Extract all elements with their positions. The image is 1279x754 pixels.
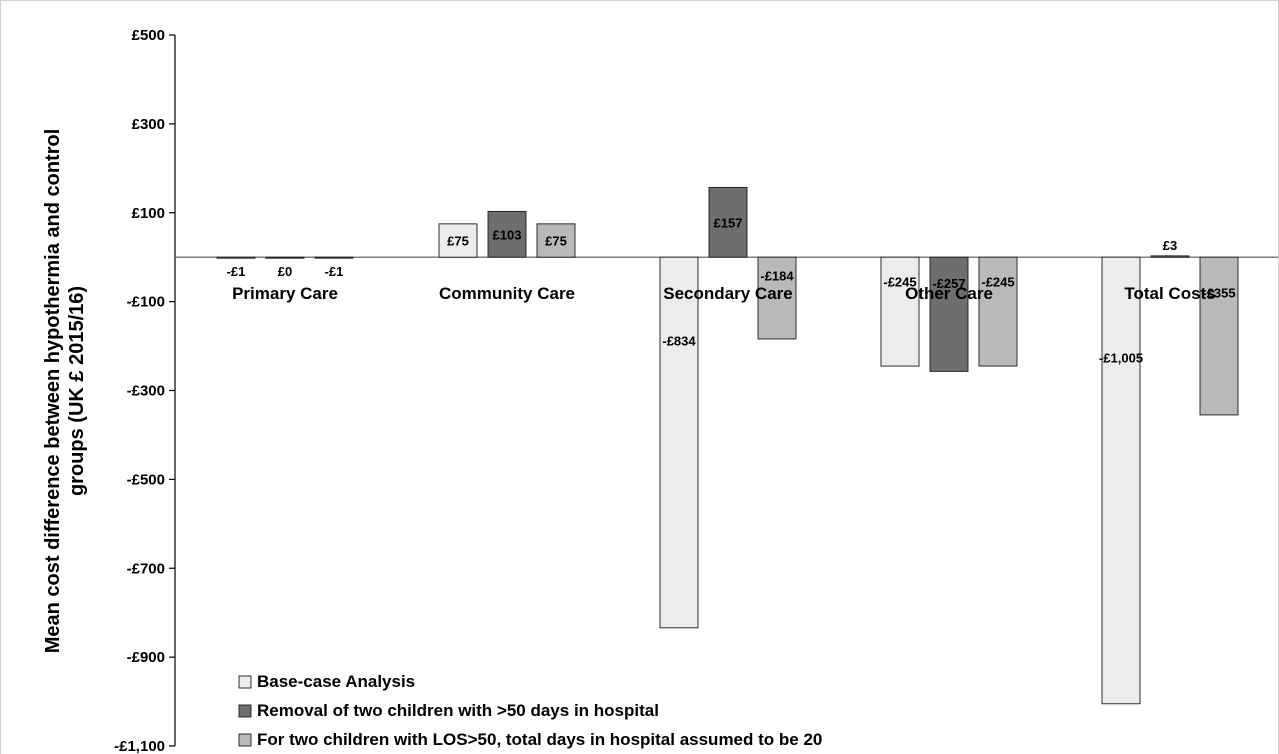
bar xyxy=(1150,255,1190,258)
bar xyxy=(265,256,305,259)
y-tick-label: -£300 xyxy=(127,383,165,400)
bar xyxy=(708,186,748,258)
bar xyxy=(659,256,699,629)
bars xyxy=(216,186,1239,705)
y-tick-label: £300 xyxy=(132,116,165,133)
category-label: Primary Care xyxy=(232,284,338,303)
legend-swatch xyxy=(238,704,252,718)
bar xyxy=(487,210,527,258)
bar xyxy=(314,256,354,259)
y-tick-label: £100 xyxy=(132,205,165,222)
category-label: Other Care xyxy=(905,284,993,303)
data-label: -£355 xyxy=(1202,286,1235,301)
y-axis-title: Mean cost difference between hypothermia… xyxy=(42,129,88,654)
data-label: £0 xyxy=(278,264,292,279)
bar xyxy=(880,256,920,367)
data-label: -£834 xyxy=(662,334,696,349)
legend-label: For two children with LOS>50, total days… xyxy=(257,730,822,749)
y-tick-label: -£900 xyxy=(127,649,165,666)
y-tick-label: -£700 xyxy=(127,560,165,577)
y-tick-label: -£1,100 xyxy=(114,738,165,754)
bar xyxy=(757,256,797,340)
data-labels: -£1 £0 -£1 £75 £103 £75 -£834 £157 -£184 -£245 -£2… xyxy=(227,215,1236,365)
category-labels: Primary Care Community Care Secondary Care… xyxy=(232,284,1216,303)
bar xyxy=(438,223,478,258)
bar xyxy=(1101,256,1141,705)
y-tick-label: -£500 xyxy=(127,471,165,488)
data-label: -£257 xyxy=(932,276,965,291)
data-label: -£245 xyxy=(883,275,916,290)
y-axis: £500 £300 £100 -£100 -£300 -£500 -£700 -£900 -£1… xyxy=(114,27,1278,754)
bar xyxy=(216,256,256,259)
data-label: £103 xyxy=(493,227,522,242)
data-label: -£1 xyxy=(227,264,246,279)
data-label: £75 xyxy=(447,234,469,249)
category-label: Total Costs xyxy=(1124,284,1215,303)
y-tick-label: £500 xyxy=(132,27,165,44)
bar xyxy=(1199,256,1239,416)
data-label: -£184 xyxy=(760,269,794,284)
bar xyxy=(978,256,1018,367)
data-label: £3 xyxy=(1163,238,1177,253)
bar xyxy=(929,256,969,372)
data-label: £157 xyxy=(714,215,743,230)
data-label: -£245 xyxy=(981,275,1014,290)
legend-swatch xyxy=(238,733,252,747)
data-label: £75 xyxy=(545,234,567,249)
legend-label: Base-case Analysis xyxy=(257,672,415,691)
legend: Base-case Analysis Removal of two childre… xyxy=(238,672,822,749)
data-label: -£1 xyxy=(325,264,344,279)
bar xyxy=(536,223,576,258)
data-label: -£1,005 xyxy=(1099,351,1143,366)
y-tick-label: -£100 xyxy=(127,294,165,311)
category-label: Community Care xyxy=(439,284,575,303)
legend-label: Removal of two children with >50 days in… xyxy=(257,701,659,720)
legend-swatch xyxy=(238,675,252,689)
category-label: Secondary Care xyxy=(663,284,792,303)
